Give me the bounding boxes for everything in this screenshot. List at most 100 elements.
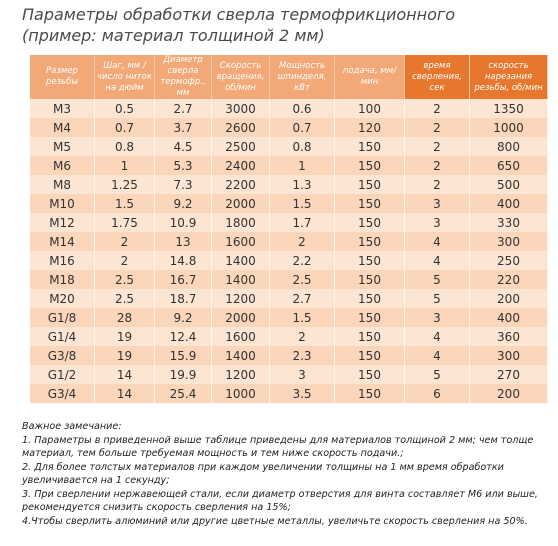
table-cell: 1200 (212, 289, 270, 308)
table-cell: 1000 (212, 384, 270, 403)
table-cell: 6 (405, 384, 470, 403)
table-cell: 150 (335, 194, 405, 213)
table-cell: 360 (470, 327, 548, 346)
column-header: Размер резьбы (30, 55, 95, 99)
title-block: Параметры обработки сверла термофрикцион… (22, 4, 455, 46)
table-cell: 1200 (212, 365, 270, 384)
table-cell: 2200 (212, 175, 270, 194)
table-cell: M3 (30, 99, 95, 118)
table-cell: 150 (335, 156, 405, 175)
table-row: G1/4 19 12.4 1600 2 150 4 360 (30, 327, 548, 346)
table-cell: 2 (405, 137, 470, 156)
table-cell: 2.5 (95, 270, 155, 289)
table-cell: 16.7 (155, 270, 212, 289)
table-cell: M8 (30, 175, 95, 194)
table-cell: 4 (405, 251, 470, 270)
table-cell: 2 (270, 327, 335, 346)
table-cell: 1.5 (270, 308, 335, 327)
table-cell: 1.75 (95, 213, 155, 232)
table-cell: 5 (405, 365, 470, 384)
column-header: Мощность шпинделя, кВт (270, 55, 335, 99)
table-row: M10 1.5 9.2 2000 1.5 150 3 400 (30, 194, 548, 213)
note-item: 2. Для более толстых материалов при кажд… (22, 461, 504, 487)
table-cell: 1350 (470, 99, 548, 118)
table-cell: 220 (470, 270, 548, 289)
table-cell: 7.3 (155, 175, 212, 194)
column-header: скорость нарезания резьбы, об/мин (470, 55, 548, 99)
table-cell: M4 (30, 118, 95, 137)
table-cell: G3/4 (30, 384, 95, 403)
table-cell: 200 (470, 289, 548, 308)
table-cell: G1/4 (30, 327, 95, 346)
table-cell: 3000 (212, 99, 270, 118)
table-cell: 1600 (212, 232, 270, 251)
note-item: 1. Параметры в приведенной выше таблице … (22, 434, 534, 460)
table-cell: 2500 (212, 137, 270, 156)
table-cell: 1.5 (95, 194, 155, 213)
table-cell: 2000 (212, 194, 270, 213)
table-row: M14 2 13 1600 2 150 4 300 (30, 232, 548, 251)
table-cell: 3.5 (270, 384, 335, 403)
table-cell: 1 (95, 156, 155, 175)
parameters-table: Размер резьбы Шаг, мм / число ниток на дю… (30, 55, 548, 403)
table-row: M4 0.7 3.7 2600 0.7 120 2 1000 (30, 118, 548, 137)
table-cell: 19 (95, 346, 155, 365)
table-cell: 150 (335, 137, 405, 156)
notes-heading: Важное замечание: (22, 421, 122, 432)
table-cell: M5 (30, 137, 95, 156)
table-row: M3 0.5 2.7 3000 0.6 100 2 1350 (30, 99, 548, 118)
column-header: время сверления, сек (405, 55, 470, 99)
table-cell: 2.7 (155, 99, 212, 118)
table-cell: 1.25 (95, 175, 155, 194)
table-cell: 2 (405, 118, 470, 137)
table-cell: 1400 (212, 251, 270, 270)
table-cell: M6 (30, 156, 95, 175)
table-cell: 5 (405, 270, 470, 289)
table-cell: 0.7 (95, 118, 155, 137)
table-cell: 4.5 (155, 137, 212, 156)
table-cell: 270 (470, 365, 548, 384)
header-row: Размер резьбы Шаг, мм / число ниток на дю… (30, 55, 548, 99)
notes: Важное замечание: 1. Параметры в приведе… (22, 420, 542, 528)
table-row: M8 1.25 7.3 2200 1.3 150 2 500 (30, 175, 548, 194)
table-cell: 4 (405, 232, 470, 251)
table-cell: M10 (30, 194, 95, 213)
table-cell: 28 (95, 308, 155, 327)
table-cell: 1800 (212, 213, 270, 232)
table-cell: 150 (335, 251, 405, 270)
table-row: M20 2.5 18.7 1200 2.7 150 5 200 (30, 289, 548, 308)
table-cell: 150 (335, 327, 405, 346)
table-body: M3 0.5 2.7 3000 0.6 100 2 1350 M4 0.7 3.7 2600 0.7 12… (30, 99, 548, 403)
table-cell: 15.9 (155, 346, 212, 365)
column-header: Шаг, мм / число ниток на дюйм (95, 55, 155, 99)
table-cell: 13 (155, 232, 212, 251)
table-row: G3/4 14 25.4 1000 3.5 150 6 200 (30, 384, 548, 403)
table-row: M16 2 14.8 1400 2.2 150 4 250 (30, 251, 548, 270)
table-cell: 330 (470, 213, 548, 232)
table-cell: 19.9 (155, 365, 212, 384)
table-row: M5 0.8 4.5 2500 0.8 150 2 800 (30, 137, 548, 156)
table-cell: 150 (335, 384, 405, 403)
table-cell: 0.5 (95, 99, 155, 118)
table-cell: 150 (335, 308, 405, 327)
table-cell: 3 (405, 194, 470, 213)
table-cell: 1.7 (270, 213, 335, 232)
table-cell: M20 (30, 289, 95, 308)
table-cell: 0.7 (270, 118, 335, 137)
table-cell: 500 (470, 175, 548, 194)
table-cell: 0.8 (95, 137, 155, 156)
table-cell: 10.9 (155, 213, 212, 232)
table-cell: 3 (405, 308, 470, 327)
table-cell: 300 (470, 346, 548, 365)
column-header: Скорость вращения, об/мин (212, 55, 270, 99)
table-cell: 250 (470, 251, 548, 270)
table-cell: 25.4 (155, 384, 212, 403)
table-cell: G1/8 (30, 308, 95, 327)
table-cell: 14 (95, 365, 155, 384)
table-cell: 800 (470, 137, 548, 156)
table-cell: M16 (30, 251, 95, 270)
table-row: M18 2.5 16.7 1400 2.5 150 5 220 (30, 270, 548, 289)
title: Параметры обработки сверла термофрикцион… (22, 5, 456, 24)
table-row: G3/8 19 15.9 1400 2.3 150 4 300 (30, 346, 548, 365)
table-cell: 1600 (212, 327, 270, 346)
